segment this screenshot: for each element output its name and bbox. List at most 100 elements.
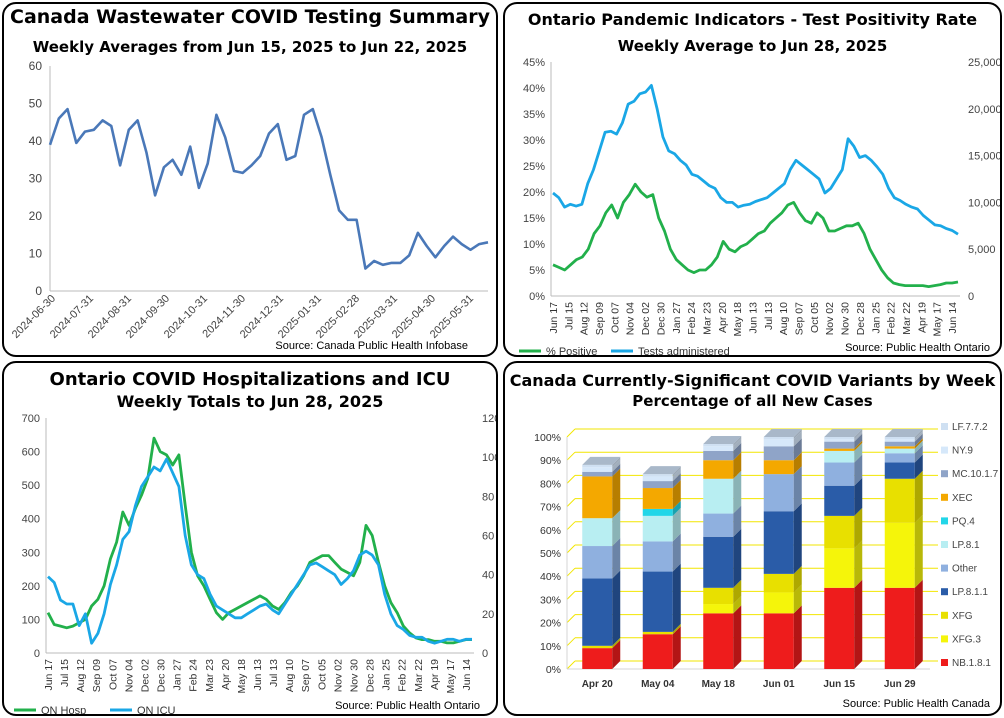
bar-segment-lp-8-1-1 (763, 511, 794, 574)
y-tick-label: 60 (29, 59, 43, 73)
positivity-subtitle: Weekly Average to Jun 28, 2025 (617, 37, 888, 55)
bar-segment-xec-side (733, 452, 742, 479)
legend-swatch (941, 517, 948, 525)
bar-segment-xfg-side (914, 470, 923, 523)
x-tick-label: May 04 (641, 679, 675, 690)
bar-segment-lf-7-7-2-side (854, 429, 863, 440)
bar-segment-xfg-side (733, 579, 742, 605)
bar-segment-xec (763, 460, 794, 475)
y2-tick-label: 100 (482, 452, 498, 464)
gridline-depth (566, 567, 576, 577)
x-tick-label: Dec 02 (139, 659, 151, 692)
x-tick-label: Feb 22 (886, 302, 898, 335)
bar-segment-nb-1-8-1-side (793, 605, 802, 669)
wastewater-title: Canada Wastewater COVID Testing Summary (10, 6, 490, 28)
bar-top (582, 456, 621, 465)
legend-label: NB.1.8.1 (952, 658, 991, 669)
bar-segment-nb-1-8-1 (642, 634, 673, 669)
hospitalization-subtitle: Weekly Totals to Jun 28, 2025 (116, 392, 384, 411)
y-tick-label: 0 (34, 648, 40, 660)
gridline-depth (566, 428, 576, 438)
hospitalization-source: Source: Public Health Ontario (335, 700, 480, 712)
bar-segment-other-side (733, 505, 742, 537)
x-tick-label: Jan 27 (172, 659, 184, 691)
x-tick-label: Nov 04 (625, 302, 637, 335)
positivity-panel: Ontario Pandemic Indicators - Test Posit… (503, 2, 1002, 357)
variants-chart: 0% 10% 20% 30% 40% 50% 60% 70% 80% 90% 100% Apr 20 M… (534, 422, 998, 690)
y-tick-label: 10% (540, 641, 561, 653)
bar-segment-nb-1-8-1-side (914, 579, 923, 669)
y-tick-label: 200 (22, 581, 40, 593)
x-tick-label: Nov 30 (840, 302, 852, 335)
bar-segment-other-side (914, 445, 923, 463)
x-tick-label: Mar 23 (204, 659, 216, 692)
wastewater-source: Source: Canada Public Health Infobase (275, 340, 468, 352)
x-tick-label: May 18 (732, 302, 744, 337)
bar-segment-lp-8-1-1-side (672, 563, 681, 632)
bar-segment-mc-10-1-7 (642, 481, 673, 489)
y2-tick-label: 0 (968, 291, 974, 303)
y-tick-label: 100% (534, 432, 561, 444)
bar-segment-ny-9-side (733, 438, 742, 451)
gridline-depth (566, 637, 576, 647)
bar-segment-mc-10-1-7 (703, 450, 734, 461)
bar-segment-lp-8-1-1 (582, 578, 613, 646)
bar-segment-lp-8-1-side (733, 470, 742, 514)
bar-segment-mc-10-1-7-side (672, 473, 681, 489)
x-tick-label: Jul 15 (59, 659, 71, 687)
bar-segment-mc-10-1-7-side (914, 433, 923, 447)
legend-label: NY.9 (952, 446, 973, 457)
x-tick-label: Mar 22 (901, 302, 913, 335)
bar-segment-nb-1-8-1 (582, 648, 613, 669)
bar-segment-xfg (703, 587, 734, 605)
bar-segment-other (824, 462, 855, 486)
bar-top (642, 466, 681, 475)
bar-segment-xec-side (793, 452, 802, 475)
bar-segment-other (642, 541, 673, 572)
y2-tick-label: 15,000 (968, 151, 1002, 163)
legend-swatch (941, 470, 948, 478)
bar-segment-lf-7-7-2 (763, 437, 794, 440)
x-tick-label: Apr 20 (717, 302, 729, 333)
bar-segment-other-side (672, 533, 681, 572)
y-tick-label: 10 (29, 247, 43, 261)
x-tick-label: Nov 02 (332, 659, 344, 692)
legend-swatch (941, 493, 948, 501)
y-tick-label: 25% (523, 161, 545, 173)
bar-segment-nb-1-8-1 (703, 613, 734, 669)
x-tick-label: Jul 13 (763, 302, 775, 330)
x-tick-label: Sep 09 (594, 302, 606, 335)
y2-tick-label: 80 (482, 491, 494, 503)
bar-segment-xfg-3 (703, 604, 734, 614)
y-tick-label: 40% (523, 83, 545, 95)
x-tick-label: Feb 24 (686, 302, 698, 335)
x-tick-label: Jun 15 (823, 679, 855, 690)
bar-segment-other (763, 474, 794, 512)
bar-segment-xec (642, 488, 673, 509)
bar-segment-xfg-3-side (914, 514, 923, 588)
bar-segment-other (582, 546, 613, 579)
bar-segment-mc-10-1-7 (763, 446, 794, 461)
bar-segment-xfg-side (793, 565, 802, 593)
y2-tick-label: 120 (482, 413, 498, 425)
gridline-depth (566, 544, 576, 554)
bar-segment-xfg-3-side (793, 584, 802, 614)
variants-subtitle: Percentage of all New Cases (632, 392, 873, 410)
x-tick-label: Sep 07 (794, 302, 806, 335)
y-tick-label: 80% (540, 478, 561, 490)
legend-label: Other (952, 564, 978, 575)
x-tick-label: May 17 (932, 302, 944, 337)
bar-segment-xec (824, 448, 855, 451)
bar-top (884, 429, 923, 437)
bar-segment-xec-side (612, 468, 621, 519)
bar-segment-lp-8-1-1 (642, 571, 673, 632)
y-tick-label: 50 (29, 97, 43, 111)
gridline-depth (566, 591, 576, 600)
bar-segment-lp-8-1-1 (824, 485, 855, 516)
legend-swatch (941, 564, 948, 572)
bar-segment-xfg-3-side (854, 540, 863, 588)
x-tick-label: Apr 19 (429, 659, 441, 690)
bar-segment-xfg-side (854, 507, 863, 549)
hospitalization-title: Ontario COVID Hospitalizations and ICU (49, 369, 451, 390)
bar-segment-other-side (612, 538, 621, 579)
